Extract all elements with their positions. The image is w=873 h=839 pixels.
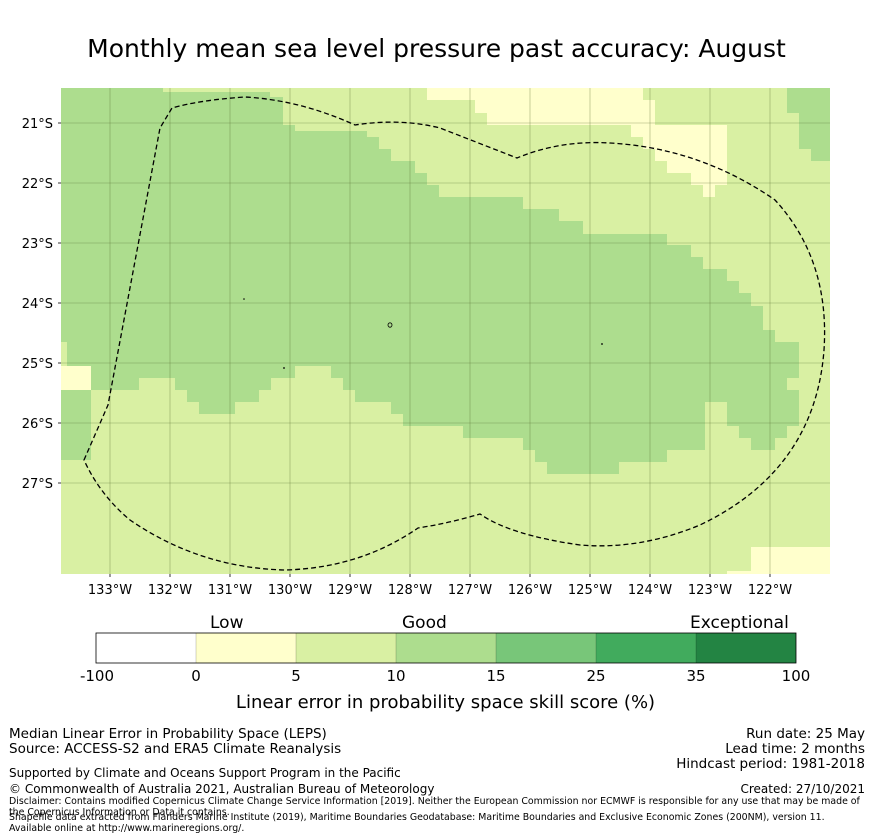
colorbar-label: Linear error in probability space skill … xyxy=(235,692,656,713)
chart-title: Monthly mean sea level pressure past acc… xyxy=(87,34,786,63)
lon-label: 125°W xyxy=(568,583,612,598)
region-low-0-5 xyxy=(727,547,830,574)
colorbar-frame xyxy=(95,632,797,664)
footer-copyright: © Commonwealth of Australia 2021, Austra… xyxy=(9,782,435,796)
colorbar-tick: 0 xyxy=(191,667,201,685)
lat-label: 23°S xyxy=(22,237,53,252)
lon-label: 129°W xyxy=(328,583,372,598)
region-low-0-5 xyxy=(61,366,91,390)
eez-boundary xyxy=(83,96,826,571)
category-exceptional: Exceptional xyxy=(690,613,789,633)
colorbar-tick: 15 xyxy=(486,667,506,685)
colorbar-swatch xyxy=(296,633,396,663)
region-low-0-5 xyxy=(427,88,727,197)
gridlines xyxy=(61,88,830,574)
lat-label: 22°S xyxy=(22,177,53,192)
lon-label: 131°W xyxy=(208,583,252,598)
lon-label: 123°W xyxy=(688,583,732,598)
footer-support: Supported by Climate and Oceans Support … xyxy=(9,766,401,780)
hindcast-period: Hindcast period: 1981-2018 xyxy=(676,756,865,772)
lon-label: 127°W xyxy=(448,583,492,598)
region-good-10-15 xyxy=(61,390,91,460)
colorbar-swatch xyxy=(696,633,796,663)
region-good-10-15 xyxy=(61,88,799,474)
category-good: Good xyxy=(402,613,447,633)
colorbar-tick: 10 xyxy=(386,667,406,685)
colorbar-swatch xyxy=(396,633,496,663)
colorbar-swatch xyxy=(96,633,196,663)
colorbar-tick: 5 xyxy=(291,667,301,685)
colorbar-tick: 25 xyxy=(586,667,606,685)
colorbar xyxy=(95,632,797,664)
created-date: Created: 27/10/2021 xyxy=(740,782,865,796)
island-marker xyxy=(601,343,603,345)
shapefile-credit: Shapefile data extracted from Flanders M… xyxy=(9,812,825,834)
axis-ticks xyxy=(58,122,771,577)
lead-time: Lead time: 2 months xyxy=(725,741,865,757)
colorbar-tick: 35 xyxy=(686,667,706,685)
disclaimer: Disclaimer: Contains modified Copernicus… xyxy=(9,796,860,818)
lon-label: 130°W xyxy=(268,583,312,598)
colorbar-swatch xyxy=(496,633,596,663)
category-low: Low xyxy=(210,613,244,633)
lon-label: 122°W xyxy=(748,583,792,598)
lon-label: 128°W xyxy=(388,583,432,598)
lon-label: 132°W xyxy=(148,583,192,598)
colorbar-swatch xyxy=(596,633,696,663)
lon-label: 124°W xyxy=(628,583,672,598)
lat-label: 26°S xyxy=(22,417,53,432)
colorbar-tick: 100 xyxy=(781,667,811,685)
island-marker xyxy=(387,322,393,328)
colorbar-tick: -100 xyxy=(79,667,115,685)
lat-label: 24°S xyxy=(22,297,53,312)
region-good-10-15 xyxy=(787,88,830,161)
footer-source: Source: ACCESS-S2 and ERA5 Climate Reana… xyxy=(9,741,342,757)
footer-method: Median Linear Error in Probability Space… xyxy=(9,726,327,742)
colorbar-swatch xyxy=(196,633,296,663)
run-date: Run date: 25 May xyxy=(746,726,865,742)
lat-label: 27°S xyxy=(22,477,53,492)
lon-label: 126°W xyxy=(508,583,552,598)
lat-label: 25°S xyxy=(22,357,53,372)
lon-label: 133°W xyxy=(88,583,132,598)
island-marker xyxy=(283,367,285,369)
island-marker xyxy=(243,298,245,300)
lat-label: 21°S xyxy=(22,117,53,132)
